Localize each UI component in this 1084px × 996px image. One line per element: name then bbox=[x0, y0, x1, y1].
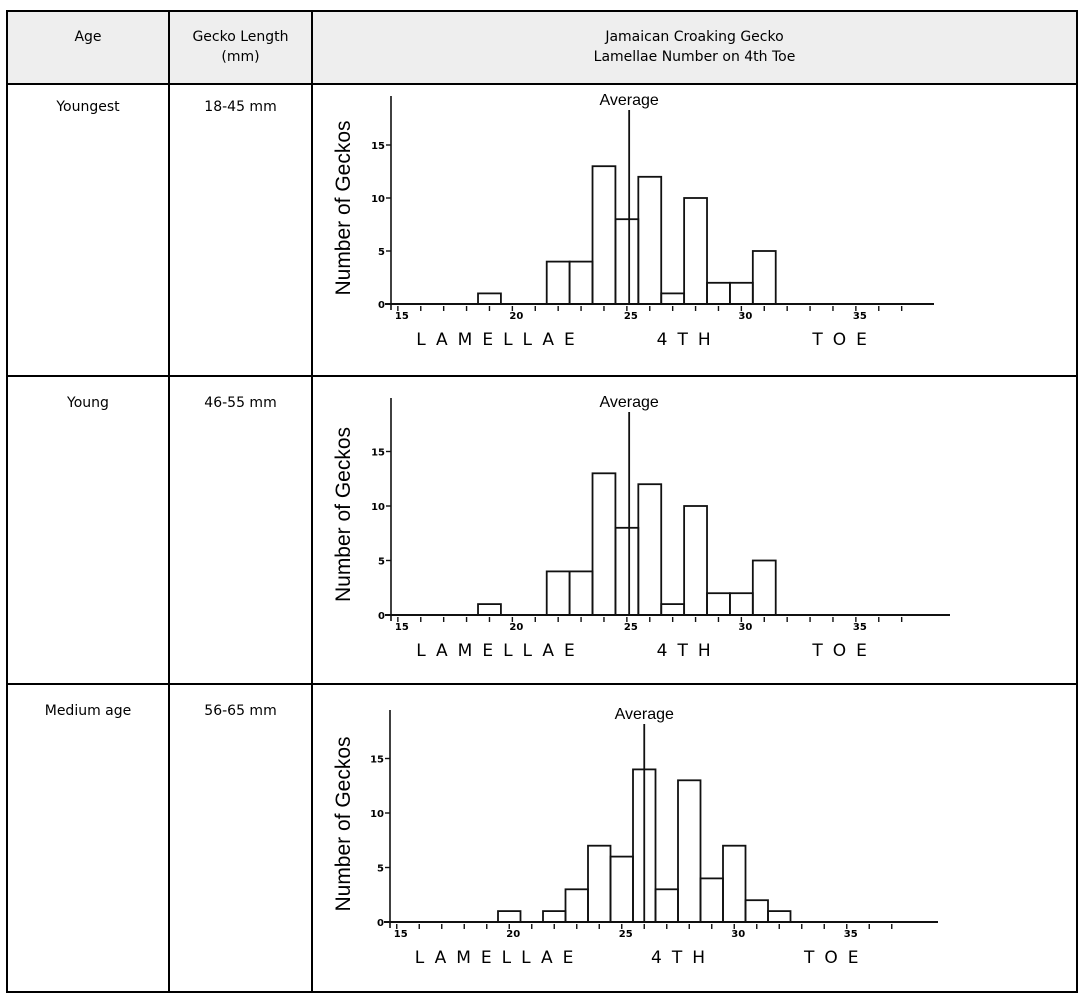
column-divider bbox=[311, 12, 313, 991]
x-axis-label-word: TOE bbox=[811, 641, 877, 661]
x-axis-label-word: TOE bbox=[811, 330, 877, 350]
x-tick-label: 35 bbox=[853, 622, 867, 633]
y-tick-label: 15 bbox=[370, 755, 384, 766]
x-tick-label: 35 bbox=[853, 311, 867, 322]
histogram-bar bbox=[767, 910, 792, 923]
y-tick-label: 10 bbox=[370, 809, 384, 820]
histogram-bar bbox=[568, 260, 594, 305]
average-label: Average bbox=[600, 92, 659, 109]
row-age: Young bbox=[67, 395, 109, 411]
x-axis-label-word: LAMELLAE bbox=[416, 330, 585, 350]
header-gecko-length: Gecko Length (mm) bbox=[170, 27, 311, 67]
histogram-bar bbox=[683, 197, 708, 305]
x-axis-label-word: LAMELLAE bbox=[416, 641, 585, 661]
histogram-young: Number of Geckos 0 5 10 15 15 20 25 30 35 Average L… bbox=[332, 394, 950, 661]
y-tick-label: 0 bbox=[378, 611, 385, 622]
histogram-bar bbox=[614, 526, 640, 616]
histogram-bar bbox=[591, 165, 617, 305]
x-axis-label-word: LAMELLAE bbox=[415, 948, 584, 968]
histogram-bar bbox=[477, 603, 502, 616]
x-tick-label: 20 bbox=[509, 622, 523, 633]
histogram-bar bbox=[654, 888, 679, 923]
histogram-bar bbox=[677, 779, 702, 923]
histogram-bar bbox=[729, 592, 754, 616]
row-divider bbox=[8, 683, 1076, 685]
histogram-bar bbox=[683, 505, 708, 616]
histogram-bar bbox=[660, 603, 686, 616]
x-tick-label: 15 bbox=[395, 311, 409, 322]
x-tick-label: 25 bbox=[619, 929, 633, 940]
histogram-bar bbox=[699, 877, 724, 923]
header-age: Age bbox=[74, 29, 102, 45]
histogram-bar bbox=[660, 292, 686, 305]
row-length: 46-55 mm bbox=[204, 395, 277, 411]
histogram-bar bbox=[568, 570, 594, 616]
x-tick-label: 20 bbox=[509, 311, 523, 322]
histogram-bar bbox=[477, 292, 502, 305]
header-chart-line2: Lamellae Number on 4th Toe bbox=[593, 49, 796, 65]
histogram-bar bbox=[637, 483, 663, 616]
histogram-bar bbox=[706, 592, 731, 616]
y-tick-label: 5 bbox=[378, 247, 385, 258]
data-table: Age Gecko Length (mm) Jamaican Croaking … bbox=[6, 10, 1078, 993]
row-length: 18-45 mm bbox=[204, 99, 277, 115]
header-length-line2: (mm) bbox=[221, 49, 260, 65]
histogram-bar bbox=[591, 472, 617, 616]
x-axis-label-word: TOE bbox=[803, 948, 869, 968]
row-divider bbox=[8, 83, 1076, 85]
y-tick-label: 15 bbox=[371, 141, 385, 152]
histogram-bar bbox=[545, 260, 571, 305]
x-tick-label: 25 bbox=[624, 311, 638, 322]
average-label: Average bbox=[600, 394, 659, 411]
histogram-bar bbox=[706, 281, 731, 305]
x-tick-label: 20 bbox=[506, 929, 520, 940]
histogram-youngest: Number of Geckos 0 5 10 15 15 20 25 30 35 Average L… bbox=[332, 92, 934, 350]
histogram-bar bbox=[497, 910, 522, 923]
x-tick-label: 30 bbox=[731, 929, 745, 940]
histogram-bar bbox=[614, 218, 640, 305]
y-tick-label: 0 bbox=[378, 300, 385, 311]
histogram-bar bbox=[587, 844, 612, 923]
column-divider bbox=[168, 12, 170, 991]
histogram-bar bbox=[751, 559, 777, 616]
x-tick-label: 30 bbox=[738, 311, 752, 322]
histogram-bar bbox=[744, 899, 769, 923]
histogram-bar bbox=[637, 175, 663, 305]
row-age: Youngest bbox=[56, 99, 120, 115]
y-axis-label: Number of Geckos bbox=[332, 736, 355, 911]
x-tick-label: 35 bbox=[844, 929, 858, 940]
histogram-medium-age: Number of Geckos 0 5 10 15 15 20 25 30 35 Average L… bbox=[332, 706, 938, 968]
y-axis-label: Number of Geckos bbox=[332, 427, 355, 602]
row-divider bbox=[8, 375, 1076, 377]
average-label: Average bbox=[615, 706, 674, 723]
histogram-bar bbox=[729, 281, 754, 305]
row-length: 56-65 mm bbox=[204, 703, 277, 719]
histogram-bar bbox=[542, 910, 567, 923]
y-tick-label: 15 bbox=[371, 448, 385, 459]
x-tick-label: 30 bbox=[738, 622, 752, 633]
header-length-line1: Gecko Length bbox=[192, 29, 289, 45]
histogram-bar bbox=[609, 855, 634, 923]
x-axis-label-word: 4TH bbox=[657, 330, 721, 350]
y-tick-label: 10 bbox=[371, 502, 385, 513]
histogram-bar bbox=[564, 888, 589, 923]
y-axis-label: Number of Geckos bbox=[332, 120, 355, 295]
x-axis-label-word: 4TH bbox=[657, 641, 721, 661]
header-chart-line1: Jamaican Croaking Gecko bbox=[605, 29, 784, 45]
x-tick-label: 15 bbox=[394, 929, 408, 940]
table-header-row bbox=[8, 12, 1076, 83]
row-age: Medium age bbox=[44, 703, 132, 719]
histogram-bar bbox=[751, 250, 777, 305]
y-tick-label: 5 bbox=[377, 864, 384, 875]
y-tick-label: 10 bbox=[371, 194, 385, 205]
histogram-bar bbox=[545, 570, 571, 616]
x-axis-label-word: 4TH bbox=[651, 948, 715, 968]
x-tick-label: 25 bbox=[624, 622, 638, 633]
histogram-bar bbox=[722, 844, 747, 923]
header-chart-title: Jamaican Croaking Gecko Lamellae Number … bbox=[313, 27, 1076, 67]
y-tick-label: 5 bbox=[378, 557, 385, 568]
y-tick-label: 0 bbox=[377, 918, 384, 929]
x-tick-label: 15 bbox=[395, 622, 409, 633]
